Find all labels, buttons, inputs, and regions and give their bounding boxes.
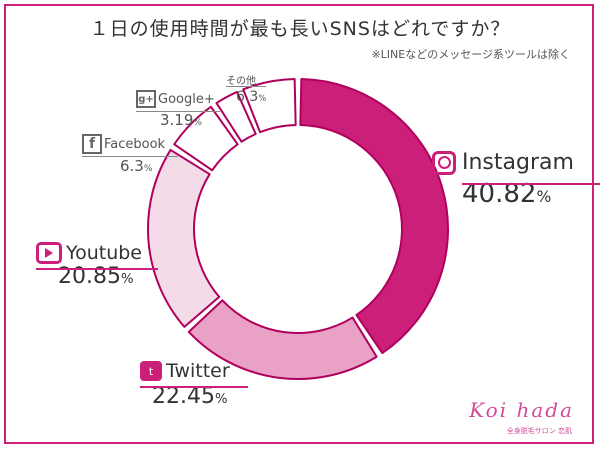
brand-logo: Koi hada bbox=[469, 398, 574, 422]
slice-unit: % bbox=[258, 93, 267, 103]
slice-name: Youtube bbox=[66, 242, 142, 264]
label-googleplus: g+ Google+ 3.19% bbox=[136, 90, 220, 129]
donut-slice-googleplus bbox=[215, 90, 257, 143]
slice-unit: % bbox=[214, 392, 228, 407]
slice-name: Google+ bbox=[158, 91, 215, 107]
chart-title: １日の使用時間が最も長いSNSはどれですか？ bbox=[89, 18, 511, 40]
label-twitter: t Twitter 22.45% bbox=[140, 360, 248, 409]
label-instagram: Instagram 40.82% bbox=[432, 150, 600, 209]
donut-slice-twitter bbox=[187, 299, 378, 380]
slice-value: 3.19 bbox=[160, 111, 194, 129]
slice-name: Instagram bbox=[462, 150, 574, 175]
slice-value: 6.3 bbox=[236, 89, 259, 105]
donut-slice-facebook bbox=[173, 105, 239, 172]
label-underline bbox=[140, 386, 248, 388]
instagram-icon bbox=[432, 150, 456, 175]
label-underline bbox=[36, 268, 158, 270]
slice-unit: % bbox=[193, 118, 202, 128]
youtube-icon bbox=[36, 242, 62, 264]
slice-value: 6.3 bbox=[120, 157, 144, 175]
slice-unit: % bbox=[536, 188, 552, 206]
label-underline bbox=[82, 156, 178, 157]
label-underline bbox=[462, 183, 600, 185]
brand-subtitle: 全身脱毛サロン 恋肌 bbox=[506, 427, 572, 435]
googleplus-icon: g+ bbox=[136, 90, 156, 108]
slice-name: Twitter bbox=[166, 360, 230, 382]
chart-frame bbox=[4, 4, 594, 444]
facebook-icon: f bbox=[82, 134, 102, 154]
donut-slice-other bbox=[242, 78, 297, 134]
label-underline bbox=[136, 111, 220, 112]
label-youtube: Youtube 20.85% bbox=[36, 242, 158, 289]
slice-name: Facebook bbox=[104, 136, 166, 152]
label-underline bbox=[226, 86, 266, 87]
donut-slice-youtube bbox=[147, 148, 221, 328]
donut-slice-instagram bbox=[299, 78, 449, 355]
slice-name: その他 bbox=[226, 76, 256, 87]
label-other: その他 6.3% bbox=[226, 72, 266, 105]
slice-value: 22.45 bbox=[152, 384, 215, 409]
twitter-icon: t bbox=[140, 361, 162, 381]
chart-note: ※LINEなどのメッセージ系ツールは除く bbox=[371, 48, 570, 61]
slice-unit: % bbox=[120, 272, 134, 287]
label-facebook: f Facebook 6.3% bbox=[82, 134, 178, 175]
slice-unit: % bbox=[143, 164, 153, 174]
